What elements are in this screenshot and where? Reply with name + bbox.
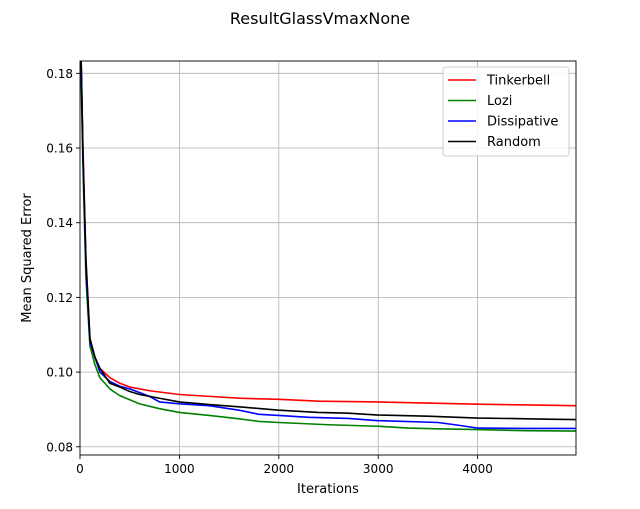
legend: Tinkerbell Lozi Dissipative Random xyxy=(442,66,570,157)
axes-frame xyxy=(79,60,577,456)
series-lines xyxy=(80,61,576,432)
x-tick-label: 2000 xyxy=(264,462,295,476)
x-tick-label: 1000 xyxy=(164,462,195,476)
y-tick-label: 0.16 xyxy=(46,142,73,156)
x-tick-label: 0 xyxy=(76,462,84,476)
x-axis-label: Iterations xyxy=(297,482,359,497)
y-axis-label: Mean Squared Error xyxy=(20,193,35,323)
y-tick-label: 0.14 xyxy=(46,216,73,230)
series-line-dissipative xyxy=(80,61,576,430)
x-tick-label: 4000 xyxy=(462,462,493,476)
series-line-random xyxy=(80,61,576,421)
plot-area: 0 1000 2000 3000 4000 0.08 0.10 0.12 0.14 0.16 0.1… xyxy=(46,60,577,476)
legend-label-lozi: Lozi xyxy=(487,94,512,109)
legend-label-random: Random xyxy=(487,135,541,150)
x-tick-label: 3000 xyxy=(363,462,394,476)
chart-title: ResultGlassVmaxNone xyxy=(230,9,410,28)
y-tick-label: 0.08 xyxy=(46,440,73,454)
legend-label-tinkerbell: Tinkerbell xyxy=(486,74,550,89)
y-tick-label: 0.12 xyxy=(46,291,73,305)
y-tick-label: 0.10 xyxy=(46,366,73,380)
y-tick-label: 0.18 xyxy=(46,67,73,81)
legend-label-dissipative: Dissipative xyxy=(487,115,558,130)
legend-box xyxy=(442,66,570,157)
